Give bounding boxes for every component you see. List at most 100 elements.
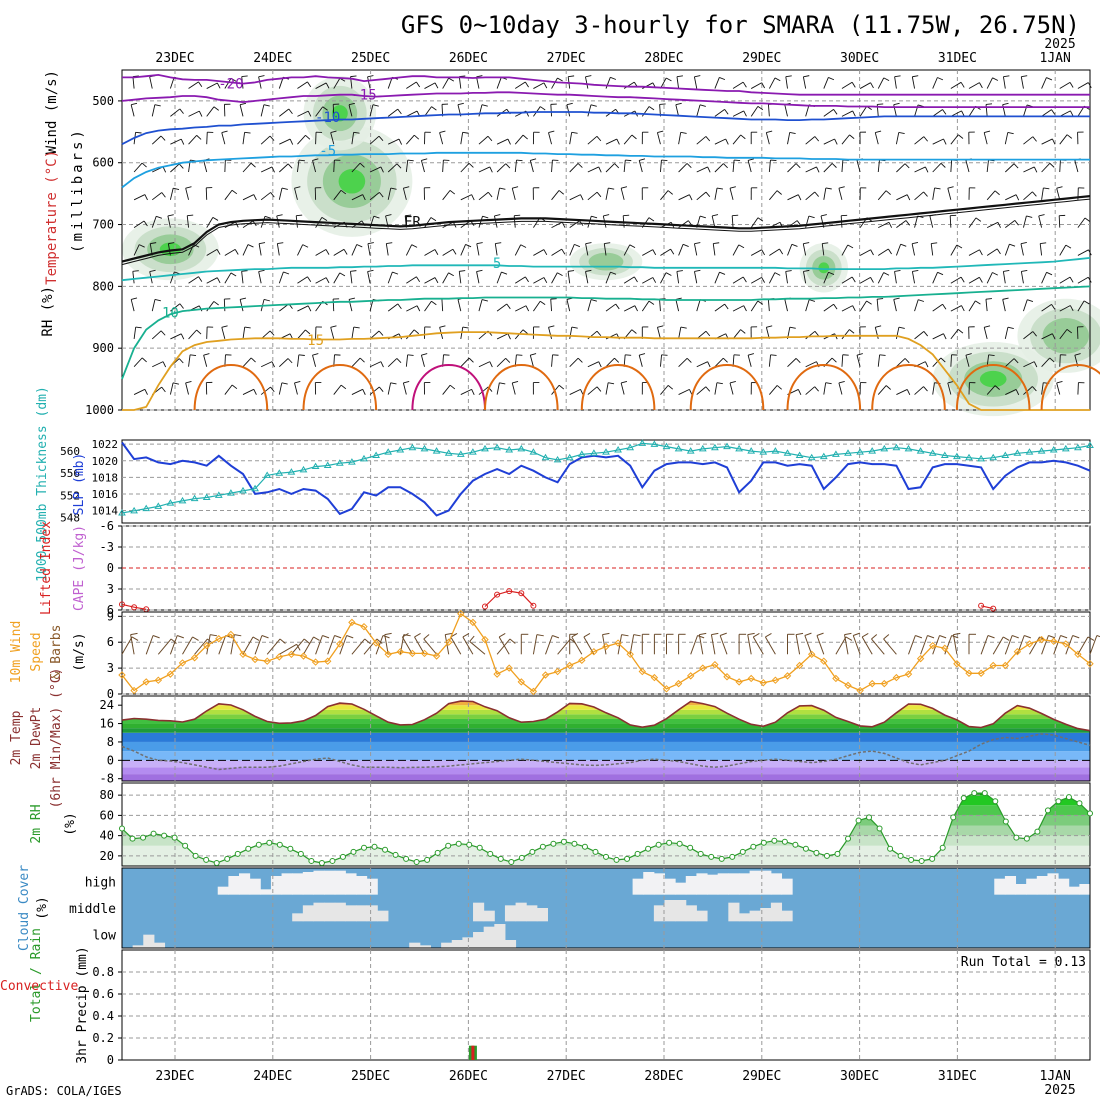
wind-barb-flag: [699, 104, 706, 107]
wind-barb: [696, 361, 708, 368]
wind-barb: [914, 136, 925, 145]
wind-barb-flag: [1052, 138, 1056, 145]
thickness-point: [251, 484, 259, 492]
wind-barb: [623, 160, 626, 173]
wind-barb: [496, 271, 502, 284]
rh-band: [122, 793, 1090, 796]
rh-point: [119, 825, 125, 832]
wind-barb: [950, 81, 962, 89]
wind-barb-flag: [985, 103, 993, 105]
wind-barb-flag: [791, 243, 798, 247]
wind-barb: [424, 277, 436, 284]
label-rh2m-unit: (%): [63, 812, 78, 835]
wind-barb-flag: [779, 248, 784, 255]
wind-barb-flag: [797, 194, 802, 201]
wind-barb: [224, 189, 233, 201]
wind-barb-flag: [657, 325, 664, 328]
wind-barb-flag: [596, 191, 602, 198]
cloud-cell: [356, 905, 368, 922]
wind-barb: [587, 386, 598, 395]
wind-barb: [330, 327, 335, 340]
rh-point: [571, 840, 578, 847]
wind-barb: [333, 248, 345, 256]
wind-barb: [278, 382, 283, 395]
cloud-cell: [664, 878, 676, 895]
cloud-cell: [473, 902, 485, 922]
wind-barb: [623, 244, 631, 256]
wind10-barb: [690, 635, 699, 655]
rh-point: [676, 840, 683, 847]
wind-barb: [896, 389, 908, 395]
wind-barb-flag: [809, 299, 816, 302]
temp-band: [122, 741, 1090, 752]
wind-barb: [896, 163, 906, 173]
wind-barb-flag: [822, 242, 829, 245]
wind-barb: [476, 271, 480, 284]
wind-barb-flag: [712, 214, 719, 217]
wind-barb: [188, 244, 195, 256]
wind-barb: [169, 77, 175, 89]
wind-barb: [660, 160, 662, 173]
wind-barb-flag: [808, 215, 815, 219]
wind-barb: [1020, 243, 1024, 256]
temp-band: [122, 751, 1090, 761]
wind-barb-flag: [476, 269, 483, 272]
wind-barb: [768, 77, 776, 89]
wind-barb-flag: [281, 382, 288, 385]
wind-barb-flag: [180, 138, 185, 145]
wind-barb-flag: [639, 158, 646, 161]
wind-barb-flag: [548, 130, 555, 134]
thickness-point: [916, 447, 925, 454]
wind-barb: [402, 382, 407, 395]
wind10-barb: [719, 635, 728, 655]
wind-barb: [278, 163, 289, 173]
cloud-cell: [483, 910, 495, 922]
wind-barb: [1077, 249, 1089, 256]
wind10-barb: [629, 634, 635, 655]
rh-point: [760, 839, 767, 846]
bottom-date-label: 30DEC: [840, 1069, 879, 1084]
wind-barb: [551, 77, 558, 89]
thickness-point: [287, 468, 296, 475]
thickness-point: [904, 444, 913, 452]
thickness-point: [541, 453, 550, 461]
rh-point: [950, 814, 957, 821]
contour-label: FR: [404, 214, 421, 230]
bottom-date-label: 24DEC: [253, 1069, 292, 1084]
rh-point: [371, 843, 378, 850]
wind-barb-flag: [277, 242, 284, 245]
wind-barb: [276, 215, 280, 228]
wind-barb: [548, 132, 552, 145]
rh-band: [122, 825, 1090, 836]
rh-point: [1044, 807, 1051, 814]
wind-barb: [896, 194, 908, 201]
wind-barb: [895, 132, 900, 145]
wind-barb-flag: [380, 166, 384, 173]
wind10-speed-point: [239, 650, 247, 659]
label-rh2m: 2m RH: [29, 804, 44, 843]
wind-barb-flag: [571, 326, 578, 329]
wind-barb: [133, 220, 145, 229]
wind10-barb-flag: [445, 632, 453, 636]
wind-barb-flag: [459, 270, 466, 272]
wind-barb: [333, 384, 342, 395]
rh-shade: [338, 169, 366, 194]
thickness-point: [819, 452, 828, 460]
bottom-date-axis: 23DEC 24DEC 25DEC 26DEC 27DEC 28DEC 29DEC 30DEC…: [155, 1069, 1070, 1084]
wind10-speed-point: [178, 659, 187, 667]
wind-barb: [1004, 358, 1015, 368]
rh-point: [497, 855, 504, 862]
rh-point: [339, 853, 346, 860]
cloud-cell: [1004, 876, 1017, 895]
wind-barb-flag: [1056, 186, 1063, 189]
wind10-barb-flag: [883, 634, 890, 640]
wind-barb: [769, 385, 778, 395]
wind-barb-flag: [956, 244, 963, 249]
thickness-point: [1074, 443, 1082, 451]
wind10-barb: [908, 635, 916, 655]
rh-point: [287, 845, 294, 852]
wind10-speed-point: [505, 664, 513, 672]
wind-barb-flag: [250, 357, 256, 363]
wind-barb-flag: [996, 248, 1001, 255]
